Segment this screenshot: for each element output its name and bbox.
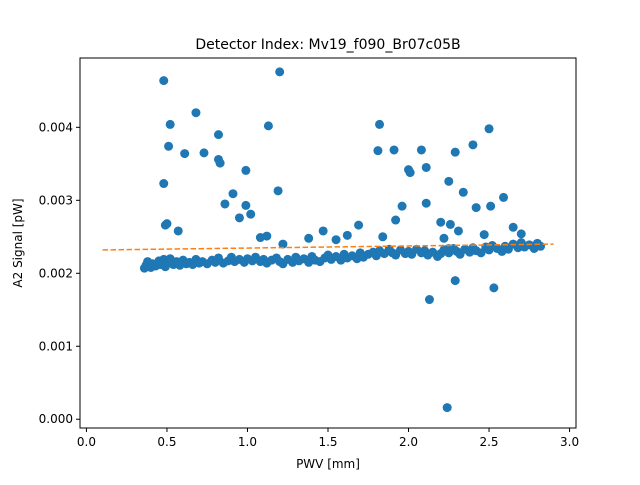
data-point [165,119,175,129]
data-point [220,199,230,209]
data-point [450,276,460,286]
data-point [489,283,499,293]
data-point [499,192,509,202]
data-point [278,239,288,249]
data-point [465,247,475,257]
data-point [375,119,385,129]
data-point [436,217,446,227]
data-points [139,67,546,413]
y-tick-label: 0.003 [39,193,73,207]
data-point [162,219,172,229]
data-point [450,147,460,157]
data-point [354,220,364,230]
data-point [416,145,426,155]
data-point [458,187,468,197]
y-axis-ticks: 0.000 0.001 0.002 0.003 0.004 [39,120,80,426]
data-point [536,241,546,251]
data-point [213,130,223,140]
data-point [405,168,415,178]
data-point [516,229,526,239]
data-point [263,121,273,131]
data-point [180,149,190,159]
data-point [331,235,341,245]
x-tick-label: 1.5 [318,435,337,449]
data-point [453,226,463,236]
y-axis-label: A2 Signal [pW] [11,198,25,287]
data-point [442,403,452,413]
data-point [486,201,496,211]
x-tick-label: 3.0 [560,435,579,449]
data-point [342,230,352,240]
data-point [397,201,407,211]
x-tick-label: 2.5 [479,435,498,449]
data-point [246,209,256,219]
x-axis-ticks: 0.0 0.5 1.0 1.5 2.0 2.5 3.0 [77,428,579,449]
data-point [484,124,494,134]
data-point [471,203,481,213]
data-point [391,215,401,225]
data-point [234,213,244,223]
data-point [159,76,169,86]
data-point [262,231,272,241]
plot-area [80,58,576,428]
data-point [439,233,449,243]
data-point [421,162,431,172]
data-point [199,148,209,158]
data-point [191,108,201,118]
x-axis-label: PWV [mm] [296,457,360,471]
y-tick-label: 0.004 [39,120,73,134]
data-point [479,230,489,240]
fit-line [102,243,554,251]
data-point [241,200,251,210]
y-tick-label: 0.002 [39,266,73,280]
y-tick-label: 0.000 [39,412,73,426]
data-point [228,189,238,199]
data-point [273,186,283,196]
data-point [373,146,383,156]
data-point [421,198,431,208]
data-point [444,176,454,186]
data-point [389,145,399,155]
data-point [445,219,455,229]
data-point [424,295,434,305]
x-tick-label: 0.0 [77,435,96,449]
data-point [275,67,285,77]
data-point [378,232,388,242]
data-point [164,141,174,151]
x-tick-label: 1.0 [238,435,257,449]
chart-title: Detector Index: Mv19_f090_Br07c05B [195,37,460,53]
data-point [304,233,314,243]
data-point [215,158,225,168]
x-tick-label: 0.5 [157,435,176,449]
data-point [468,140,478,150]
data-point [173,226,183,236]
data-point [241,165,251,175]
data-point [159,179,169,189]
x-tick-label: 2.0 [399,435,418,449]
data-point [508,222,518,232]
fit-line-layer [102,243,554,251]
data-point [318,226,328,236]
y-tick-label: 0.001 [39,339,73,353]
